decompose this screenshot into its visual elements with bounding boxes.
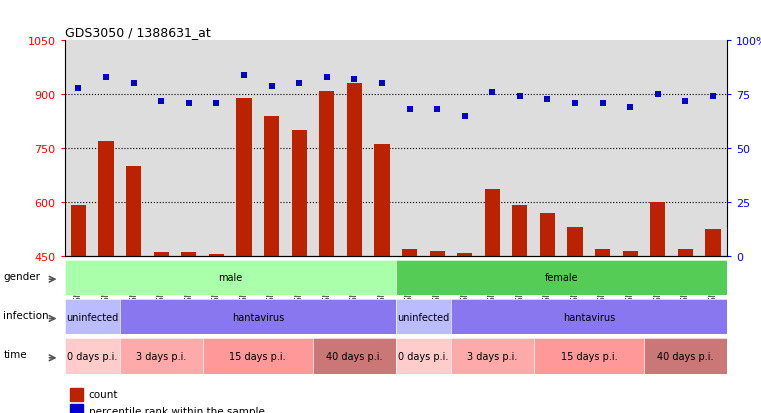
Point	[486, 90, 498, 96]
Bar	[98, 142, 113, 413]
Text: gender: gender	[3, 271, 40, 281]
Point	[680, 98, 692, 105]
Text: male: male	[218, 273, 242, 283]
Bar	[347, 84, 362, 413]
Text: 0 days p.i.: 0 days p.i.	[67, 351, 117, 361]
Bar	[595, 249, 610, 413]
Text: 15 days p.i.: 15 days p.i.	[561, 351, 617, 361]
Text: uninfected: uninfected	[397, 312, 450, 322]
Point	[100, 74, 112, 81]
Bar	[568, 228, 583, 413]
Bar	[678, 249, 693, 413]
Point	[459, 113, 471, 120]
Text: 40 days p.i.: 40 days p.i.	[658, 351, 714, 361]
Point	[293, 81, 305, 88]
Text: 15 days p.i.: 15 days p.i.	[230, 351, 286, 361]
Point	[624, 104, 636, 111]
Point	[431, 107, 443, 113]
Point	[266, 83, 278, 90]
Bar	[319, 91, 334, 413]
Text: time: time	[3, 349, 27, 359]
Bar	[650, 202, 665, 413]
Text: 40 days p.i.: 40 days p.i.	[326, 351, 383, 361]
Bar	[512, 206, 527, 413]
Text: 0 days p.i.: 0 days p.i.	[398, 351, 448, 361]
Text: infection: infection	[3, 310, 49, 320]
Text: uninfected: uninfected	[66, 312, 119, 322]
Point	[320, 74, 333, 81]
Bar	[70, 388, 84, 401]
Point	[72, 85, 84, 92]
Point	[349, 77, 361, 83]
Text: 3 days p.i.: 3 days p.i.	[136, 351, 186, 361]
Point	[128, 81, 140, 88]
Bar	[70, 404, 84, 413]
Point	[651, 92, 664, 98]
Bar	[154, 252, 169, 413]
Bar	[291, 131, 307, 413]
Point	[403, 107, 416, 113]
Bar	[457, 253, 473, 413]
Point	[597, 100, 609, 107]
Point	[707, 94, 719, 100]
Text: female: female	[544, 273, 578, 283]
Bar	[209, 254, 224, 413]
Bar	[540, 213, 555, 413]
Bar	[485, 190, 500, 413]
Bar	[237, 99, 252, 413]
Bar	[126, 166, 142, 413]
Point	[238, 72, 250, 79]
Bar	[622, 252, 638, 413]
Text: 3 days p.i.: 3 days p.i.	[467, 351, 517, 361]
Point	[541, 96, 553, 102]
Point	[569, 100, 581, 107]
Bar	[71, 206, 86, 413]
Point	[155, 98, 167, 105]
Bar	[181, 252, 196, 413]
Bar	[264, 116, 279, 413]
Bar	[374, 145, 390, 413]
Point	[210, 100, 222, 107]
Text: count: count	[89, 389, 118, 399]
Point	[514, 94, 526, 100]
Bar	[429, 252, 444, 413]
Point	[376, 81, 388, 88]
Text: GDS3050 / 1388631_at: GDS3050 / 1388631_at	[65, 26, 211, 39]
Point	[183, 100, 195, 107]
Bar	[705, 229, 721, 413]
Text: percentile rank within the sample: percentile rank within the sample	[89, 406, 265, 413]
Bar	[402, 249, 417, 413]
Text: hantavirus: hantavirus	[562, 312, 615, 322]
Text: hantavirus: hantavirus	[231, 312, 284, 322]
